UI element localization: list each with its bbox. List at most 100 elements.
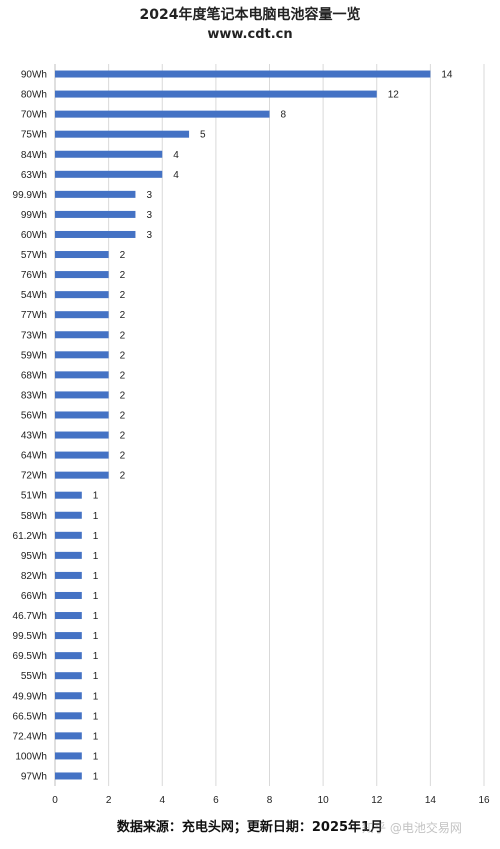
data-label: 2 [120,451,126,462]
data-label: 2 [120,290,126,301]
data-label: 2 [120,390,126,401]
category-label: 75Wh [21,130,47,141]
x-tick-label: 16 [478,795,490,806]
watermark: 知乎 @电池交易网 [362,821,462,835]
bar [55,672,82,680]
category-label: 66Wh [21,591,47,602]
data-label: 5 [200,130,206,141]
data-label: 1 [93,631,99,642]
category-label: 57Wh [21,250,47,261]
bar [55,491,82,499]
category-label: 84Wh [21,150,47,161]
category-label: 55Wh [21,671,47,682]
category-label: 58Wh [21,511,47,522]
bar [55,271,109,279]
bar [55,591,82,599]
data-label: 1 [93,731,99,742]
data-label: 1 [93,491,99,502]
category-label: 51Wh [21,491,47,502]
category-label: 60Wh [21,230,47,241]
category-label: 49.9Wh [13,691,47,702]
bar [55,170,163,178]
bar [55,90,377,98]
category-label: 99.5Wh [13,631,47,642]
data-label: 2 [120,350,126,361]
category-label: 100Wh [15,751,47,762]
data-label: 4 [173,170,179,181]
data-label: 1 [93,771,99,782]
bar [55,571,82,579]
data-label: 3 [146,230,152,241]
data-label: 3 [146,210,152,221]
data-label: 2 [120,410,126,421]
category-label: 54Wh [21,290,47,301]
category-label: 80Wh [21,90,47,101]
x-tick-label: 0 [52,795,58,806]
category-label: 99Wh [21,210,47,221]
bar [55,291,109,299]
bar [55,130,190,138]
x-tick-label: 8 [267,795,273,806]
bar [55,531,82,539]
bar [55,652,82,660]
bar [55,311,109,319]
x-tick-label: 10 [318,795,330,806]
x-tick-label: 12 [371,795,383,806]
bar [55,632,82,640]
data-label: 2 [120,431,126,442]
bar [55,732,82,740]
category-label: 83Wh [21,390,47,401]
category-label: 56Wh [21,410,47,421]
data-label: 1 [93,611,99,622]
category-label: 73Wh [21,330,47,341]
bar [55,150,163,158]
data-label: 3 [146,190,152,201]
data-label: 2 [120,310,126,321]
data-label: 2 [120,330,126,341]
bar [55,471,109,479]
category-label: 97Wh [21,771,47,782]
category-label: 90Wh [21,70,47,81]
category-label: 64Wh [21,451,47,462]
category-label: 68Wh [21,370,47,381]
bar [55,551,82,559]
category-label: 61.2Wh [13,531,47,542]
data-label: 2 [120,370,126,381]
category-label: 70Wh [21,110,47,121]
bar [55,772,82,780]
data-label: 1 [93,651,99,662]
category-label: 66.5Wh [13,711,47,722]
bar [55,511,82,519]
bar [55,752,82,760]
x-tick-label: 4 [159,795,165,806]
category-label: 43Wh [21,431,47,442]
bar [55,70,431,78]
data-label: 4 [173,150,179,161]
bar [55,712,82,720]
bar [55,210,136,218]
x-tick-label: 2 [106,795,112,806]
source-note: 数据来源：充电头网；更新日期：2025年1月 [116,820,384,835]
bar [55,251,109,259]
category-label: 72Wh [21,471,47,482]
data-label: 1 [93,671,99,682]
bar [55,431,109,439]
bar [55,110,270,118]
category-label: 46.7Wh [13,611,47,622]
data-label: 1 [93,751,99,762]
bar [55,351,109,359]
data-label: 1 [93,691,99,702]
category-label: 99.9Wh [13,190,47,201]
data-label: 14 [441,70,453,81]
bar [55,692,82,700]
category-label: 59Wh [21,350,47,361]
category-label: 77Wh [21,310,47,321]
data-label: 8 [281,110,287,121]
category-label: 69.5Wh [13,651,47,662]
bar [55,331,109,339]
bar [55,451,109,459]
category-label: 82Wh [21,571,47,582]
data-label: 12 [388,90,400,101]
